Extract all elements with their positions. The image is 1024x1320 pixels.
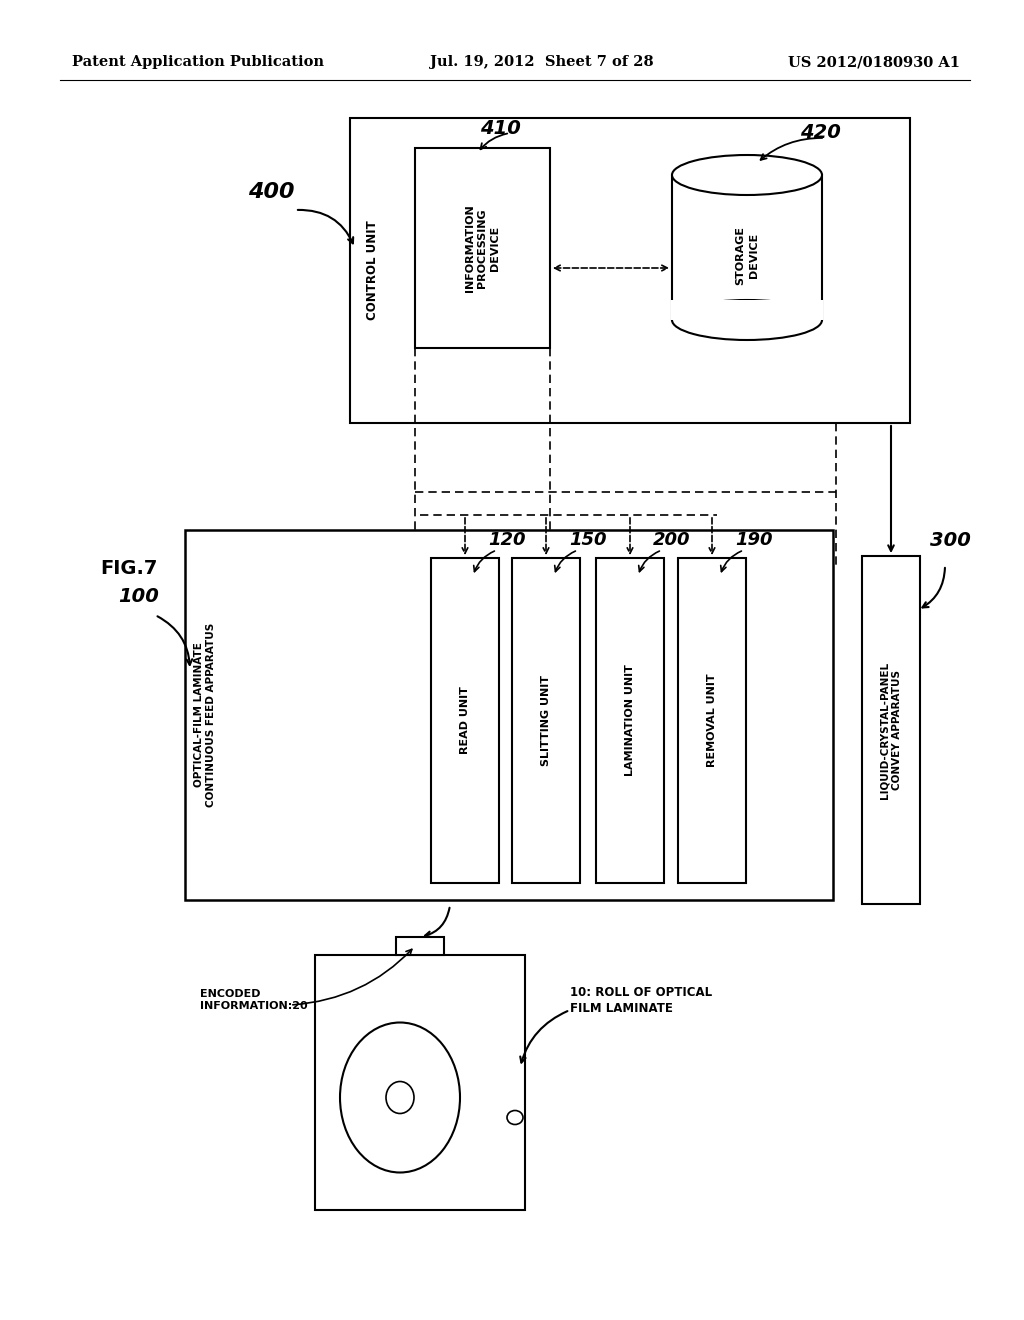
Text: FIG.7: FIG.7 xyxy=(100,558,158,578)
Text: READ UNIT: READ UNIT xyxy=(460,686,470,755)
Text: 190: 190 xyxy=(735,531,773,549)
Ellipse shape xyxy=(340,1023,460,1172)
Bar xyxy=(678,558,746,883)
Text: LIQUID-CRYSTAL-PANEL
CONVEY APPARATUS: LIQUID-CRYSTAL-PANEL CONVEY APPARATUS xyxy=(880,661,902,799)
Bar xyxy=(415,148,550,348)
Text: INFORMATION
PROCESSING
DEVICE: INFORMATION PROCESSING DEVICE xyxy=(465,205,500,292)
Bar xyxy=(512,558,580,883)
Text: STORAGE
DEVICE: STORAGE DEVICE xyxy=(735,226,759,285)
Text: US 2012/0180930 A1: US 2012/0180930 A1 xyxy=(788,55,961,69)
Bar xyxy=(671,300,823,319)
Bar xyxy=(862,556,920,904)
Bar xyxy=(185,531,833,900)
Text: 150: 150 xyxy=(569,531,607,549)
Text: Jul. 19, 2012  Sheet 7 of 28: Jul. 19, 2012 Sheet 7 of 28 xyxy=(430,55,653,69)
Text: SLITTING UNIT: SLITTING UNIT xyxy=(541,675,551,766)
Text: REMOVAL UNIT: REMOVAL UNIT xyxy=(707,673,717,767)
Bar xyxy=(315,954,525,1210)
Ellipse shape xyxy=(386,1081,414,1114)
Text: 120: 120 xyxy=(488,531,525,549)
Text: 400: 400 xyxy=(248,182,295,202)
Text: 100: 100 xyxy=(118,586,159,606)
Text: 10: ROLL OF OPTICAL
FILM LAMINATE: 10: ROLL OF OPTICAL FILM LAMINATE xyxy=(570,986,712,1015)
Ellipse shape xyxy=(507,1110,523,1125)
Bar xyxy=(431,558,499,883)
Text: 410: 410 xyxy=(479,119,520,137)
Bar xyxy=(350,117,910,422)
Text: ENCODED
INFORMATION:20: ENCODED INFORMATION:20 xyxy=(200,989,307,1011)
Text: 200: 200 xyxy=(653,531,691,549)
Text: OPTICAL-FILM LAMINATE
CONTINUOUS FEED APPARATUS: OPTICAL-FILM LAMINATE CONTINUOUS FEED AP… xyxy=(194,623,216,807)
Text: LAMINATION UNIT: LAMINATION UNIT xyxy=(625,664,635,776)
Ellipse shape xyxy=(672,300,822,341)
Bar xyxy=(396,937,444,954)
Text: CONTROL UNIT: CONTROL UNIT xyxy=(366,220,379,321)
Ellipse shape xyxy=(672,154,822,195)
Text: Patent Application Publication: Patent Application Publication xyxy=(72,55,324,69)
Text: 420: 420 xyxy=(800,123,841,141)
Bar xyxy=(596,558,664,883)
Text: 300: 300 xyxy=(930,531,971,549)
